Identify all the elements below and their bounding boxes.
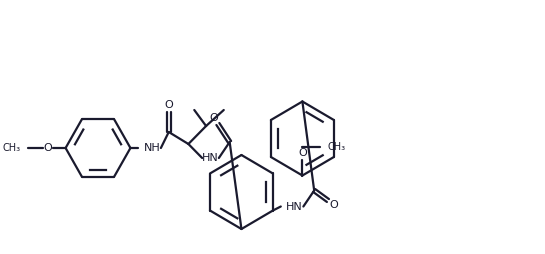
Text: O: O — [44, 143, 52, 153]
Text: CH₃: CH₃ — [328, 141, 346, 151]
Text: CH₃: CH₃ — [2, 143, 20, 153]
Text: O: O — [165, 100, 173, 110]
Text: HN: HN — [286, 201, 303, 212]
Text: O: O — [330, 199, 338, 210]
Text: HN: HN — [202, 153, 219, 163]
Text: O: O — [298, 148, 307, 157]
Text: O: O — [210, 113, 219, 123]
Text: NH: NH — [144, 143, 160, 153]
